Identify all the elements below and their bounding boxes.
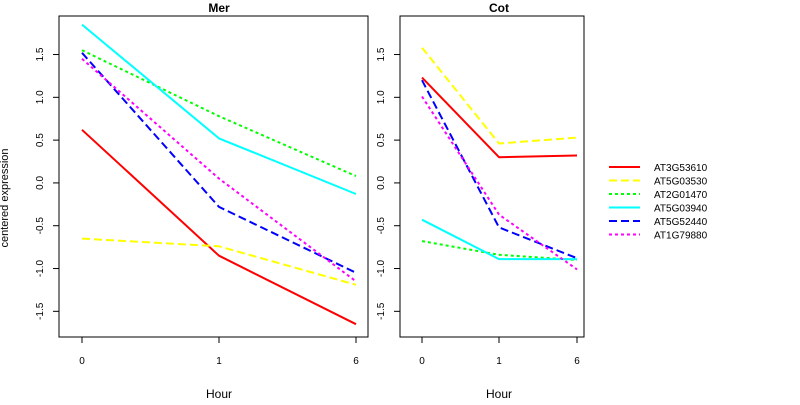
y-tick-label: -0.5 (376, 217, 387, 235)
series-line-at5g52440 (421, 79, 578, 260)
series-line-at5g03940 (421, 218, 577, 261)
series-line-at2g01470 (81, 49, 357, 178)
y-tick-label: 1.5 (35, 47, 46, 61)
y-tick-label: -1.5 (35, 302, 46, 320)
plot-frame (58, 15, 369, 338)
series-line-at1g79880 (81, 58, 357, 283)
x-tick-label: 1 (216, 356, 222, 367)
y-tick-label: -1.0 (376, 259, 387, 277)
legend: AT3G53610 AT5G03530 AT2G01470 AT5G03940 AT5G… (609, 163, 708, 242)
y-tick-label: 1.0 (376, 90, 387, 104)
x-axis-label: Hour (206, 387, 232, 400)
series-line-at3g53610 (421, 76, 578, 159)
panel-title: Cot (489, 1, 509, 15)
y-tick-label: 0.5 (35, 133, 46, 147)
panel-title: Mer (208, 1, 230, 15)
x-axis-label: Hour (486, 387, 512, 400)
series-line-at5g52440 (81, 52, 357, 274)
series-line-at5g03530 (81, 237, 357, 286)
y-tick-label: 1.5 (376, 47, 387, 61)
legend-label: AT2G01470 (654, 190, 708, 201)
legend-label: AT5G03940 (654, 204, 708, 215)
x-tick-label: 0 (419, 356, 425, 367)
legend-label: AT5G52440 (654, 217, 708, 228)
x-tick-label: 6 (353, 356, 359, 367)
plot-frame (399, 15, 585, 338)
y-tick-label: -1.5 (376, 302, 387, 320)
y-tick-label: 0.0 (35, 176, 46, 190)
series-line-at5g03940 (81, 23, 357, 195)
y-tick-label: -0.5 (35, 217, 46, 235)
y-tick-label: -1.0 (35, 259, 46, 277)
y-axis-label: centered expression (0, 148, 11, 247)
panel-cot: Cot Hour -1.5 -1.0 -0.5 0.0 0.5 1.0 1.5 0 1 6 (376, 1, 585, 401)
series-line-at1g79880 (421, 95, 578, 271)
x-tick-label: 0 (79, 356, 85, 367)
series-line-at3g53610 (81, 129, 357, 326)
legend-label: AT1G79880 (654, 231, 708, 242)
panel-mer: Mer centered expression Hour -1.5 -1.0 -0.… (0, 1, 369, 401)
y-tick-label: 1.0 (35, 90, 46, 104)
y-tick-label: 0.0 (376, 176, 387, 190)
series-line-at2g01470 (421, 240, 578, 261)
series-line-at5g03530 (421, 47, 578, 145)
y-tick-label: 0.5 (376, 133, 387, 147)
x-tick-label: 6 (574, 356, 580, 367)
legend-label: AT5G03530 (654, 177, 708, 188)
legend-label: AT3G53610 (654, 163, 708, 174)
x-tick-label: 1 (496, 356, 502, 367)
